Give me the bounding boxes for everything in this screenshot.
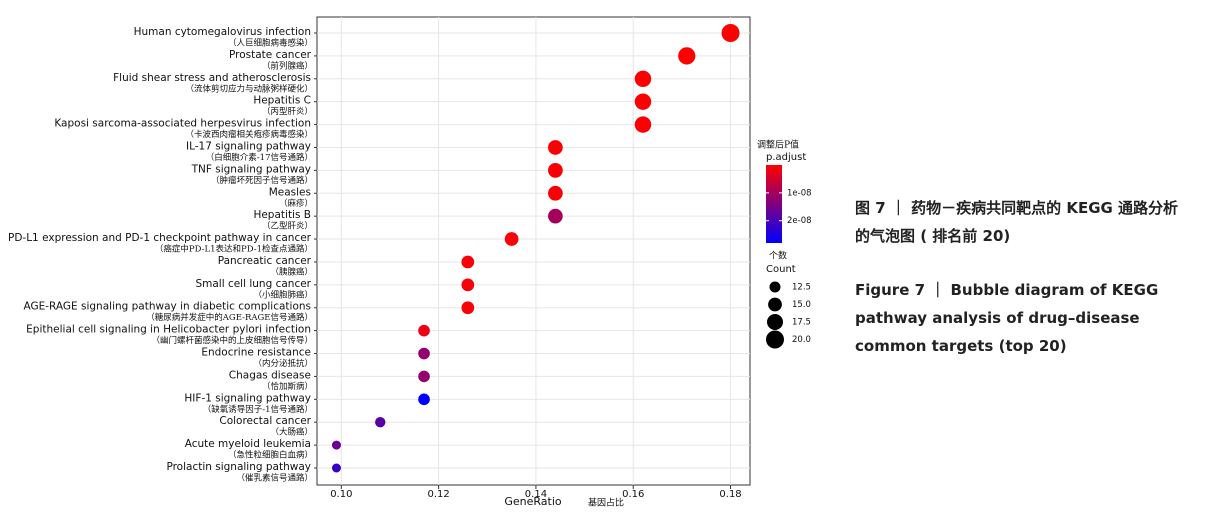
y-tick-label-zh: （小细胞肺癌） xyxy=(253,289,313,300)
color-legend-title: p.adjust xyxy=(766,152,806,163)
x-axis-title: GeneRatio xyxy=(504,495,562,508)
bubble xyxy=(418,370,430,383)
x-tick-label: 0.14 xyxy=(525,489,547,500)
size-legend-title: Count xyxy=(766,264,796,275)
bubble xyxy=(461,301,475,315)
bubble xyxy=(461,255,475,269)
y-tick-label: Human cytomegalovirus infection xyxy=(134,26,311,38)
chart: GeneRatio 基因占比 调整后P值 p.adjust 个数 Count 0… xyxy=(8,16,812,509)
x-tick-label: 0.16 xyxy=(622,489,644,500)
y-tick-label-zh: （大肠癌） xyxy=(270,427,313,438)
x-tick-label: 0.10 xyxy=(330,489,352,500)
size-key xyxy=(768,297,782,312)
y-tick-label-zh: （麻疹） xyxy=(279,198,313,209)
bubble xyxy=(331,440,341,450)
y-tick-label: Fluid shear stress and atherosclerosis xyxy=(113,72,311,84)
size-tick-label: 17.5 xyxy=(792,318,811,328)
size-tick-label: 12.5 xyxy=(792,283,811,293)
color-tick-label: 2e-08 xyxy=(787,216,812,226)
y-tick-label: Acute myeloid leukemia xyxy=(185,438,311,450)
y-tick-label-zh: （卡波西肉瘤相关疱疹病毒感染） xyxy=(185,129,313,140)
y-tick-label-zh: （肿瘤坏死因子信号通路） xyxy=(211,175,313,186)
y-tick-label: Measles xyxy=(269,186,311,198)
y-tick-label: Endocrine resistance xyxy=(201,347,311,359)
y-tick-label: Hepatitis B xyxy=(253,209,311,221)
y-tick-label: HIF-1 signaling pathway xyxy=(184,392,311,404)
bubble xyxy=(418,324,430,337)
y-tick-label: Chagas disease xyxy=(229,369,311,381)
x-tick-label: 0.12 xyxy=(427,489,449,500)
y-tick-label: Hepatitis C xyxy=(253,95,311,107)
caption-en: Figure 7 ｜ Bubble diagram of KEGG pathwa… xyxy=(855,281,1159,355)
y-tick-label: Kaposi sarcoma-associated herpesvirus in… xyxy=(54,118,311,130)
bubble xyxy=(634,93,652,110)
y-tick-label-zh: （糖尿病并发症中的AGE-RAGE信号通路） xyxy=(146,312,313,323)
y-tick-label-zh: （胰腺癌） xyxy=(270,266,313,277)
y-tick-label: PD-L1 expression and PD-1 checkpoint pat… xyxy=(8,232,312,244)
y-tick-label-zh: （乙型肝炎） xyxy=(262,221,313,232)
y-tick-label-zh: （癌症中PD-L1表达和PD-1检查点通路） xyxy=(155,244,313,255)
y-tick-label: IL-17 signaling pathway xyxy=(186,140,311,152)
plot-area xyxy=(316,16,751,486)
bubble xyxy=(375,417,386,428)
bubble xyxy=(418,347,430,360)
x-tick-label: 0.18 xyxy=(719,489,741,500)
y-tick-label-zh: （人巨细胞病毒感染） xyxy=(228,38,313,49)
size-tick-label: 15.0 xyxy=(792,300,811,310)
bubble xyxy=(331,463,341,473)
y-tick-label: Epithelial cell signaling in Helicobacte… xyxy=(26,324,311,336)
bubble xyxy=(548,140,563,155)
color-legend-title-zh: 调整后P值 xyxy=(757,139,799,151)
size-key xyxy=(766,313,784,331)
bubble xyxy=(548,208,563,224)
y-tick-label-zh: （流体剪切应力与动脉粥样硬化） xyxy=(185,83,313,94)
grid xyxy=(317,17,750,485)
y-tick-label-zh: （幽门螺杆菌感染中的上皮细胞信号传导） xyxy=(151,335,313,346)
bubble xyxy=(634,70,652,88)
x-axis-title-zh: 基因占比 xyxy=(588,497,624,509)
y-tick-label-zh: （前列腺癌） xyxy=(262,60,313,71)
y-tick-label-zh: （恰加斯病） xyxy=(262,381,313,392)
size-key xyxy=(769,281,781,293)
bubble xyxy=(418,393,430,406)
y-tick-label: TNF signaling pathway xyxy=(191,163,311,175)
y-tick-label-zh: （内分泌抵抗） xyxy=(253,358,313,369)
y-tick-label: Colorectal cancer xyxy=(219,415,311,427)
caption-zh: 图 7 ｜ 药物－疾病共同靶点的 KEGG 通路分析的气泡图 ( 排名前 20) xyxy=(855,199,1179,245)
bubble xyxy=(461,278,475,292)
y-tick-label: Small cell lung cancer xyxy=(195,278,311,290)
size-legend-title-zh: 个数 xyxy=(769,250,787,262)
color-bar xyxy=(766,165,782,243)
bubble xyxy=(678,47,696,65)
y-tick-label-zh: （催乳素信号通路） xyxy=(236,473,313,484)
y-tick-label: Prolactin signaling pathway xyxy=(166,461,311,473)
bubble xyxy=(504,232,519,246)
y-tick-label: AGE-RAGE signaling pathway in diabetic c… xyxy=(23,301,311,313)
y-tick-label: Pancreatic cancer xyxy=(218,255,312,267)
y-tick-label-zh: （丙型肝炎） xyxy=(262,106,313,117)
bubble xyxy=(721,24,740,42)
color-tick-label: 1e-08 xyxy=(787,188,812,198)
y-tick-label: Prostate cancer xyxy=(229,49,312,61)
bubble xyxy=(548,185,563,201)
y-tick-label-zh: （缺氧诱导因子-1信号通路） xyxy=(203,404,313,415)
y-tick-label-zh: （白细胞介素-17信号通路） xyxy=(206,152,313,163)
bubble xyxy=(548,163,563,178)
y-tick-label-zh: （急性粒细胞白血病） xyxy=(228,450,313,461)
bubble xyxy=(634,116,652,133)
size-key xyxy=(766,330,784,349)
size-tick-label: 20.0 xyxy=(792,335,811,345)
